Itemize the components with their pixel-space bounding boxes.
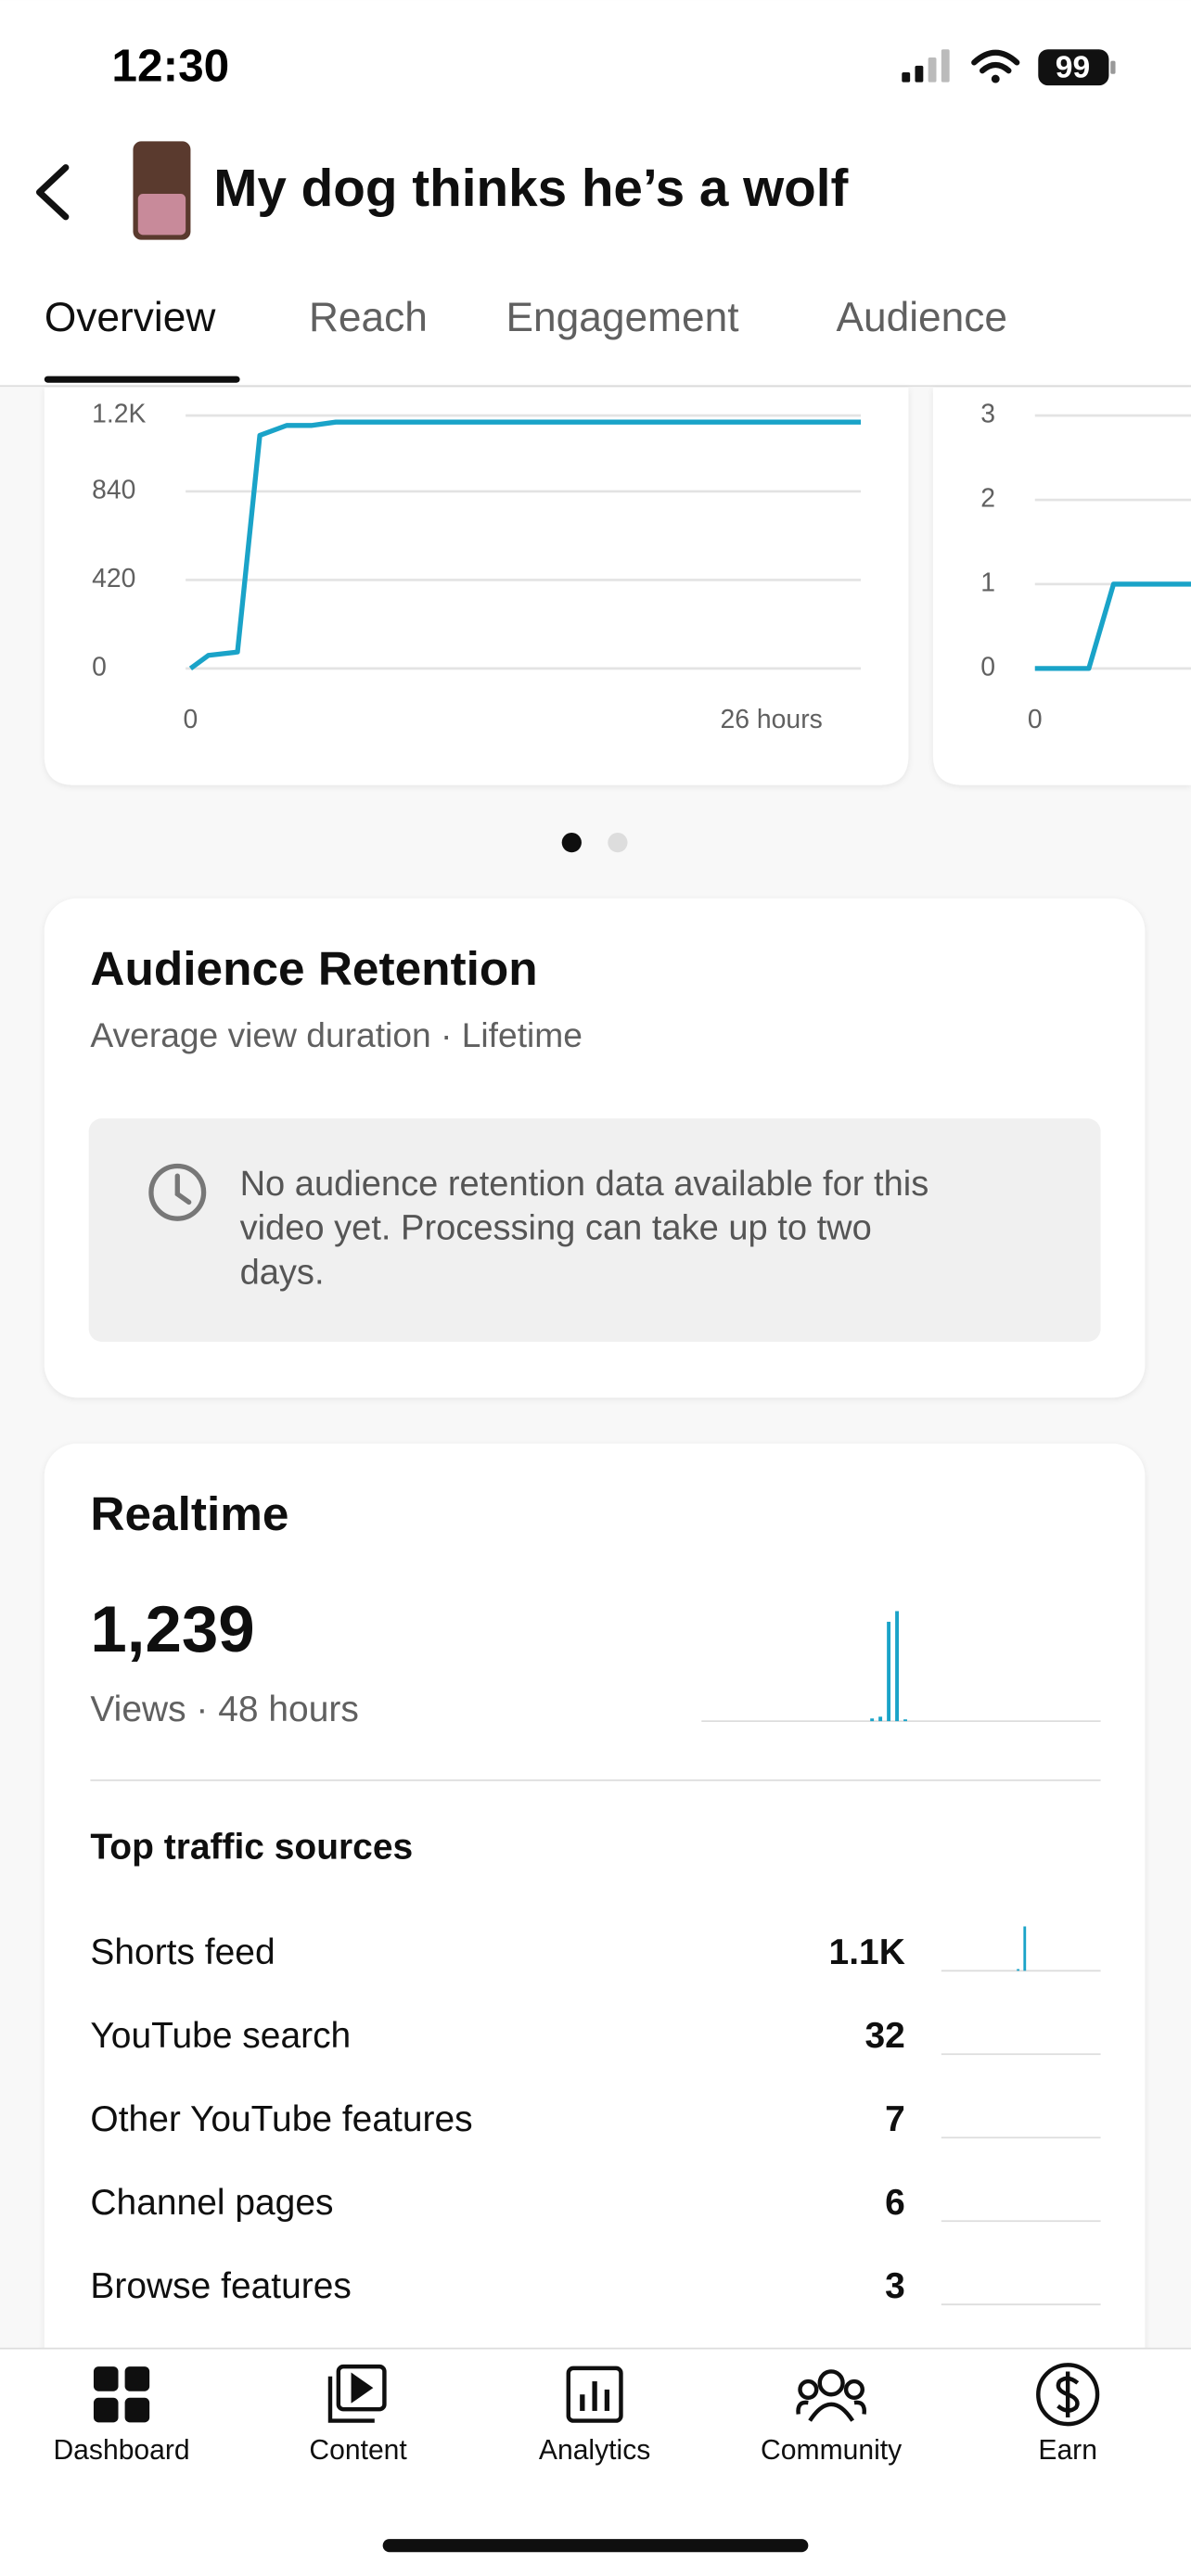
y-tick-label: 0 bbox=[980, 652, 995, 682]
message-line: days. bbox=[240, 1253, 325, 1292]
message-box bbox=[88, 1118, 1101, 1343]
bar bbox=[878, 1716, 883, 1722]
home-indicator bbox=[382, 2539, 809, 2553]
source-name: Channel pages bbox=[90, 2183, 333, 2223]
card-title: Audience Retention bbox=[90, 942, 537, 995]
page-dot[interactable] bbox=[608, 832, 628, 853]
battery bbox=[1038, 49, 1109, 86]
community-icon[interactable] bbox=[796, 2369, 866, 2422]
sparkline-bar bbox=[1017, 1969, 1020, 1971]
tab[interactable]: Engagement bbox=[506, 295, 738, 340]
y-tick-label: 840 bbox=[92, 475, 135, 504]
dashboard-icon[interactable] bbox=[93, 2366, 150, 2423]
bar bbox=[870, 1718, 875, 1722]
bar bbox=[895, 1611, 899, 1722]
back-button[interactable] bbox=[35, 164, 70, 221]
views-caption: Views · 48 hours bbox=[90, 1690, 358, 1729]
message-line: No audience retention data available for… bbox=[240, 1165, 929, 1204]
chart-card bbox=[44, 388, 909, 785]
y-tick-label: 3 bbox=[980, 400, 995, 429]
video-title: My dog thinks he’s a wolf bbox=[213, 159, 848, 218]
nav-label[interactable]: Earn bbox=[1038, 2435, 1097, 2466]
x-tick-label: 0 bbox=[184, 705, 198, 734]
section-title: Top traffic sources bbox=[90, 1828, 413, 1868]
y-tick-label: 1.2K bbox=[92, 400, 146, 429]
views-count: 1,239 bbox=[90, 1593, 254, 1666]
page-dot-active[interactable] bbox=[561, 832, 582, 853]
thumbnail-detail bbox=[137, 194, 186, 236]
y-tick-label: 0 bbox=[92, 652, 107, 682]
wifi bbox=[971, 49, 1020, 83]
x-tick-label: 0 bbox=[1028, 705, 1043, 734]
charts: 0 420 840 1.2K 0 26 hours 0 1 2 3 0 bbox=[92, 400, 1191, 734]
sparkline-bar bbox=[1023, 1926, 1027, 1971]
y-tick-label: 1 bbox=[980, 567, 995, 597]
line-series bbox=[188, 419, 862, 671]
nav-label[interactable]: Community bbox=[761, 2435, 902, 2466]
source-value: 3 bbox=[885, 2266, 905, 2306]
time: 12:30 bbox=[111, 40, 229, 92]
nav-label[interactable]: Analytics bbox=[539, 2435, 650, 2466]
tab-indicator bbox=[44, 376, 240, 383]
tabs: Overview Reach Engagement Audience bbox=[45, 295, 1007, 340]
battery-tip bbox=[1110, 60, 1116, 74]
realtime-card bbox=[44, 1443, 1146, 2462]
battery-level: 99 bbox=[1056, 50, 1090, 84]
x-tick-label: 26 hours bbox=[721, 705, 823, 734]
realtime-bars bbox=[870, 1611, 907, 1722]
nav-labels: Dashboard Content Analytics Community Earn bbox=[53, 2435, 1097, 2466]
card-title: Realtime bbox=[90, 1487, 288, 1540]
source-value: 32 bbox=[865, 2016, 905, 2056]
analytics-icon[interactable] bbox=[566, 2366, 623, 2423]
signal bbox=[902, 49, 950, 83]
tab[interactable]: Audience bbox=[836, 295, 1007, 340]
nav-label[interactable]: Content bbox=[309, 2435, 407, 2466]
tab[interactable]: Reach bbox=[309, 295, 428, 340]
card-subtitle: Average view duration · Lifetime bbox=[90, 1015, 583, 1054]
source-name: YouTube search bbox=[90, 2016, 351, 2056]
tab[interactable]: Overview bbox=[45, 295, 217, 340]
content-icon[interactable] bbox=[327, 2364, 387, 2423]
traffic-sources: Shorts feed 1.1K YouTube search 32 Other You… bbox=[90, 1926, 1101, 2306]
bar bbox=[903, 1719, 907, 1722]
message-line: video yet. Processing can take up to two bbox=[240, 1209, 872, 1248]
source-name: Browse features bbox=[90, 2266, 351, 2306]
message: No audience retention data available for… bbox=[240, 1165, 929, 1293]
y-tick-label: 420 bbox=[92, 564, 135, 593]
earn-icon[interactable] bbox=[1036, 2363, 1100, 2427]
line-series bbox=[1034, 581, 1191, 671]
source-value: 7 bbox=[885, 2099, 905, 2139]
source-value: 6 bbox=[885, 2183, 905, 2223]
clock-icon bbox=[148, 1163, 207, 1221]
source-value: 1.1K bbox=[829, 1932, 905, 1972]
source-name: Shorts feed bbox=[90, 1932, 275, 1972]
bar bbox=[887, 1621, 891, 1722]
chart-card bbox=[932, 388, 1191, 785]
source-name: Other YouTube features bbox=[90, 2099, 472, 2139]
nav-label[interactable]: Dashboard bbox=[53, 2435, 189, 2466]
y-tick-label: 2 bbox=[980, 484, 995, 514]
